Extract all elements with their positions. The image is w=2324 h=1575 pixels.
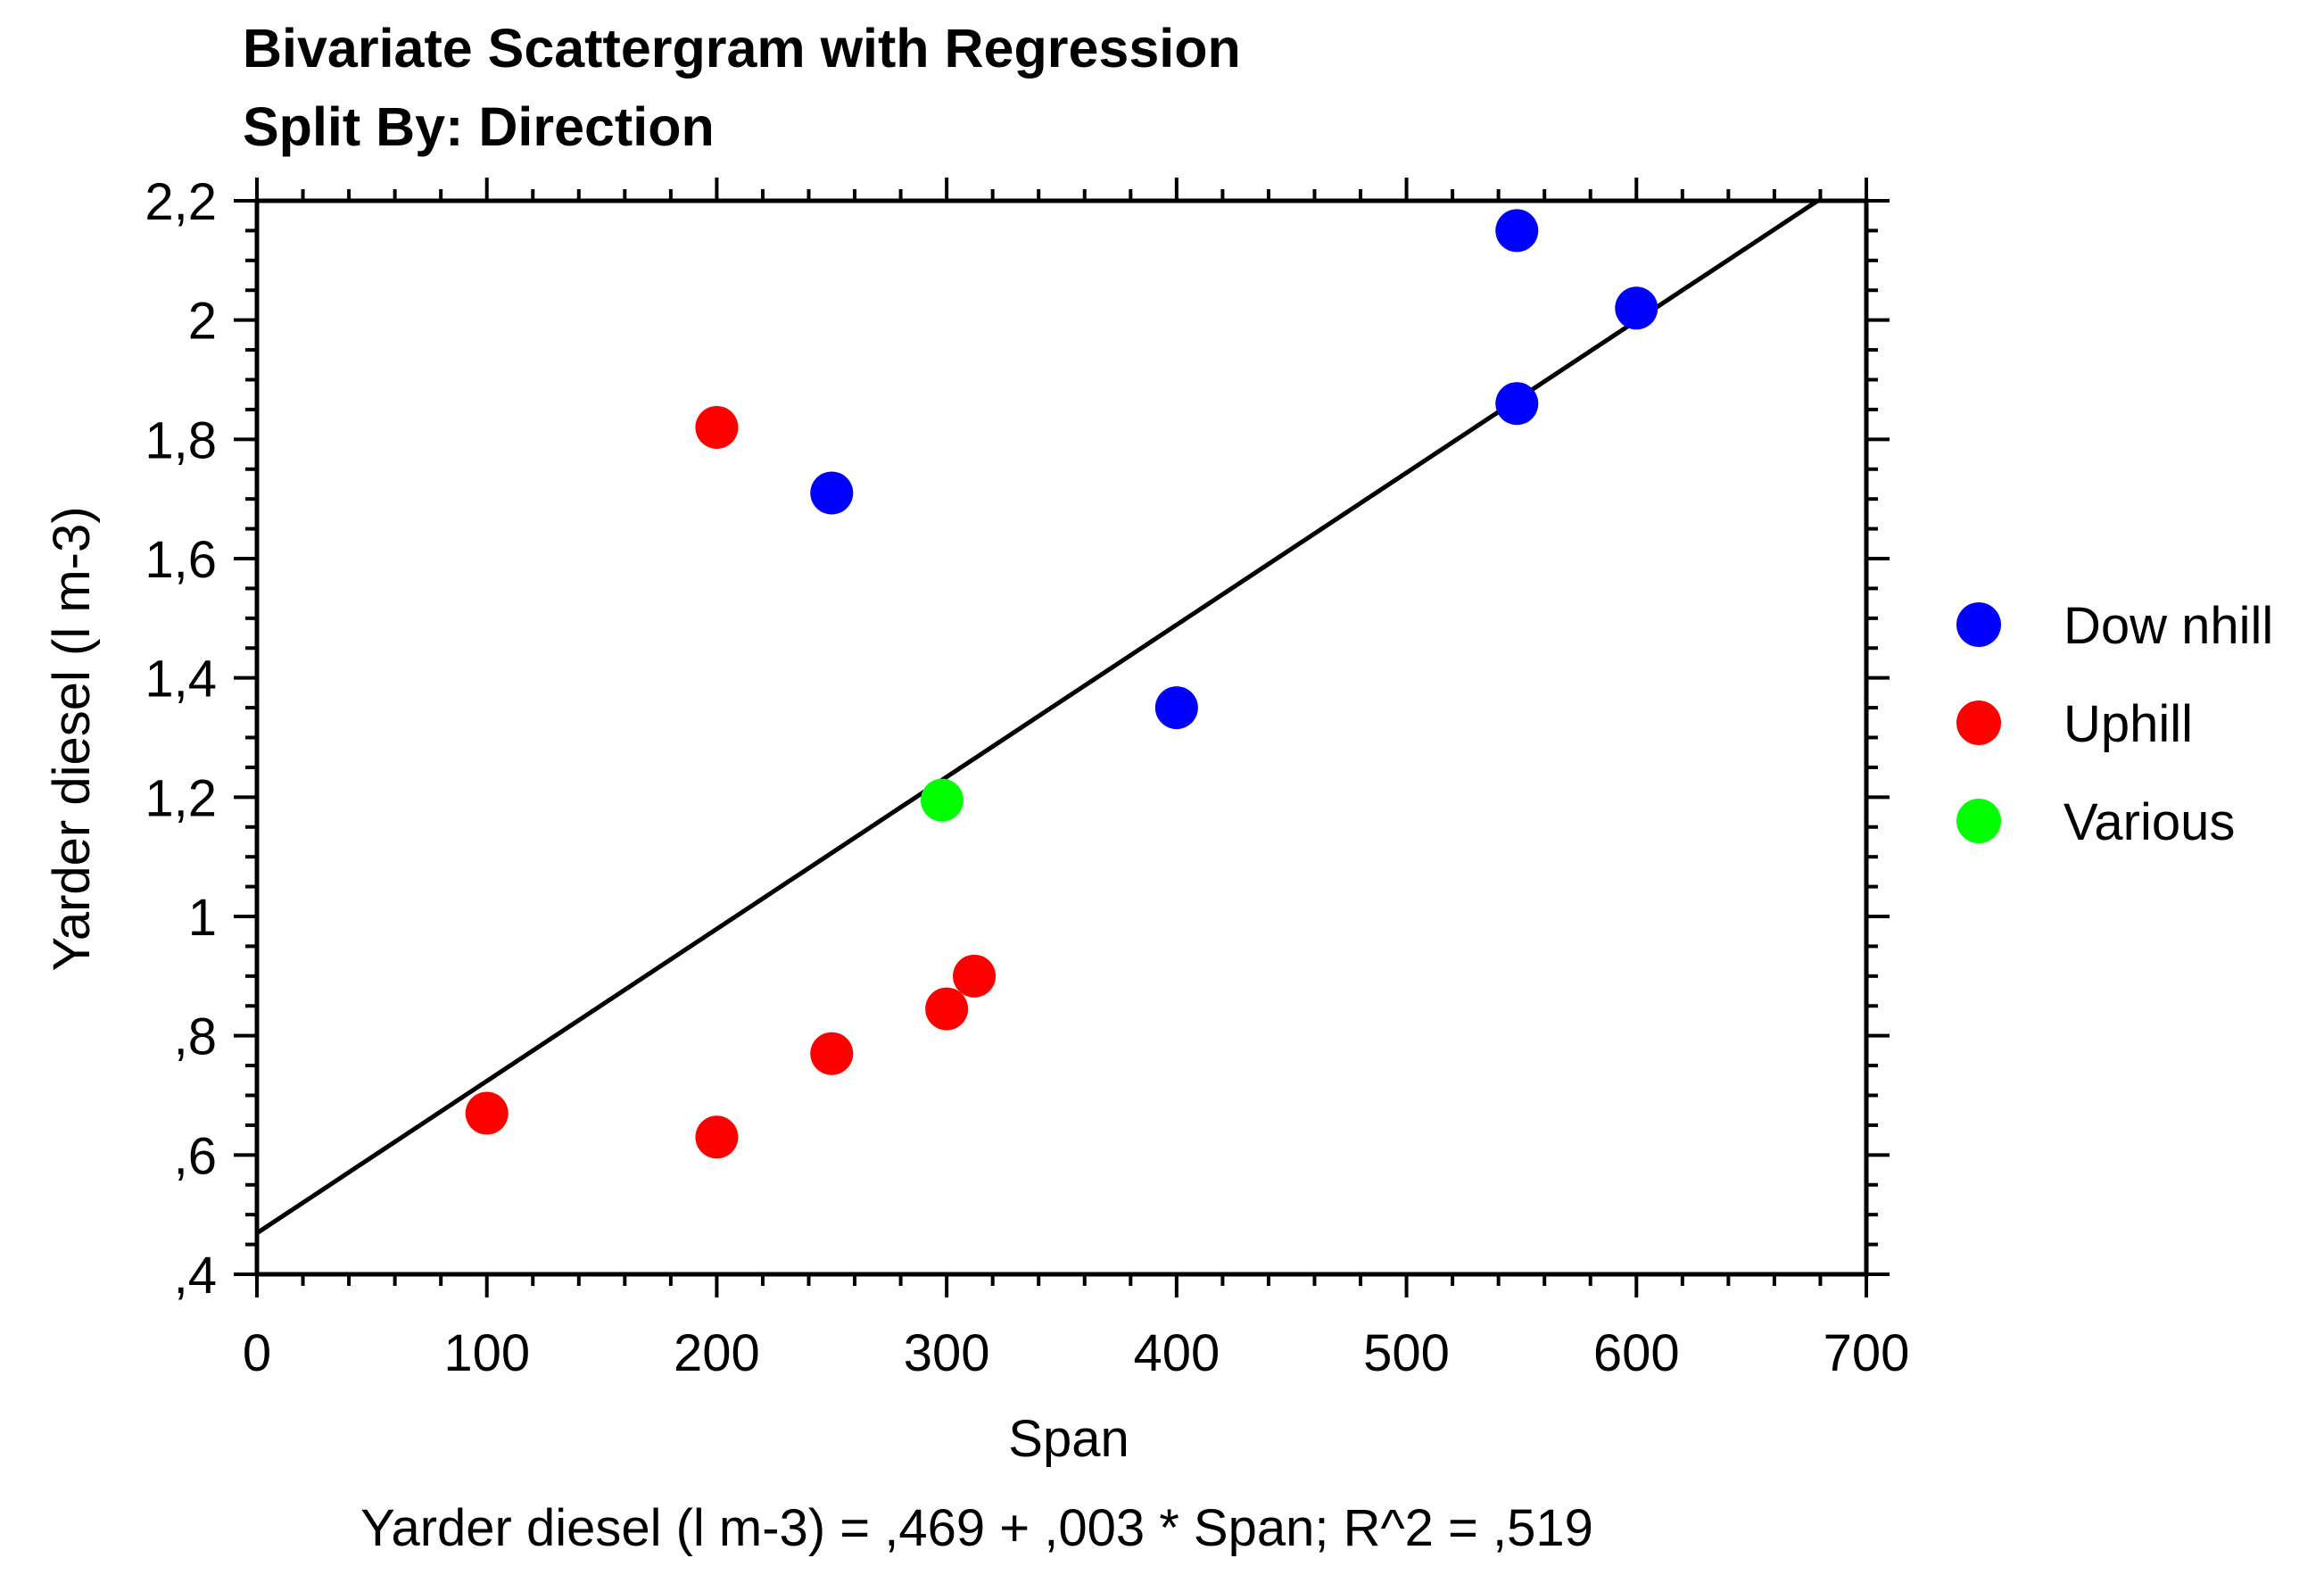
y-axis-ticks: ,4 ,6 ,8 1 1,2 1,4 1,6 1,8 2 2,2 <box>145 173 1890 1305</box>
regression-equation: Yarder diesel (l m-3) = ,469 + ,003 * Sp… <box>360 1499 1593 1557</box>
regression-line-group <box>255 198 1819 1235</box>
data-point-various <box>920 778 964 822</box>
legend-label: Uphill <box>2063 695 2193 753</box>
x-tick-label: 600 <box>1593 1324 1680 1382</box>
data-point-downhill <box>810 471 854 515</box>
y-tick-label: ,8 <box>174 1008 217 1066</box>
data-point-uphill <box>695 1115 739 1159</box>
data-point-downhill <box>1615 286 1658 330</box>
data-point-uphill <box>810 1032 854 1075</box>
legend-marker <box>1956 799 2001 843</box>
data-point-uphill <box>925 987 969 1031</box>
data-point-downhill <box>1495 382 1539 426</box>
x-axis-ticks: 0 100 200 300 400 500 600 700 <box>243 178 1910 1382</box>
y-tick-label: 1,2 <box>145 769 217 827</box>
chart-subtitle: Split By: Direction <box>243 96 715 157</box>
y-tick-label: ,6 <box>174 1127 217 1185</box>
data-point-uphill <box>465 1091 509 1135</box>
y-tick-label: 2 <box>188 293 217 351</box>
regression-line <box>255 198 1819 1235</box>
x-tick-label: 500 <box>1363 1324 1450 1382</box>
chart-title: Bivariate Scattergram with Regression <box>243 18 1241 79</box>
y-tick-label: 1,8 <box>145 411 217 469</box>
x-tick-label: 200 <box>674 1324 760 1382</box>
y-tick-label: ,4 <box>174 1247 217 1305</box>
data-point-uphill <box>953 954 997 998</box>
data-points <box>465 209 1658 1159</box>
x-tick-label: 400 <box>1133 1324 1220 1382</box>
data-point-downhill <box>1154 686 1198 730</box>
data-point-uphill <box>695 405 739 449</box>
data-point-downhill <box>1495 209 1539 253</box>
legend-marker <box>1956 602 2001 647</box>
legend: Dow nhill Uphill Various <box>1956 597 2273 851</box>
x-axis-title: Span <box>1008 1410 1129 1468</box>
y-tick-label: 1,4 <box>145 651 217 709</box>
x-tick-label: 300 <box>904 1324 990 1382</box>
x-tick-label: 100 <box>443 1324 530 1382</box>
legend-label: Various <box>2063 793 2235 851</box>
y-axis-title: Yarder diesel (l m-3) <box>43 506 101 971</box>
x-tick-label: 0 <box>243 1324 271 1382</box>
legend-label: Dow nhill <box>2063 597 2273 655</box>
legend-marker <box>1956 700 2001 745</box>
y-tick-label: 1 <box>188 889 217 947</box>
y-tick-label: 2,2 <box>145 173 217 231</box>
x-tick-label: 700 <box>1824 1324 1910 1382</box>
y-tick-label: 1,6 <box>145 531 217 589</box>
